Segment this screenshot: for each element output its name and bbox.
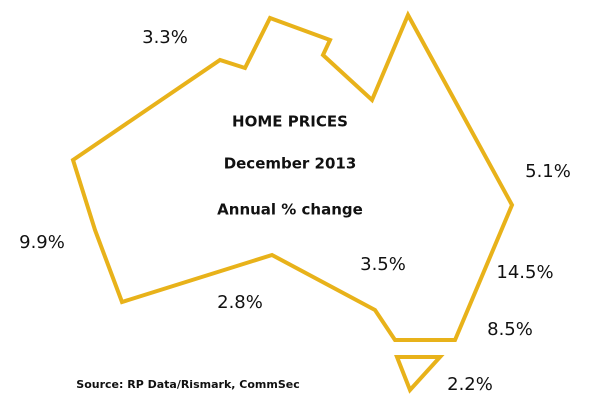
region-label: 2.2% [447,374,493,395]
region-label: 8.5% [487,319,533,340]
tasmania-outline [394,355,445,394]
region-label: 5.1% [525,161,571,182]
measure: Annual % change [217,201,363,219]
region-label: 14.5% [496,262,553,283]
title: HOME PRICES [232,113,348,131]
region-label: 3.3% [142,27,188,48]
region-label: 3.5% [360,254,406,275]
source: Source: RP Data/Rismark, CommSec [76,378,299,391]
region-label: 9.9% [19,232,65,253]
date: December 2013 [224,155,357,173]
mainland-outline [70,10,515,342]
region-label: 2.8% [217,292,263,313]
